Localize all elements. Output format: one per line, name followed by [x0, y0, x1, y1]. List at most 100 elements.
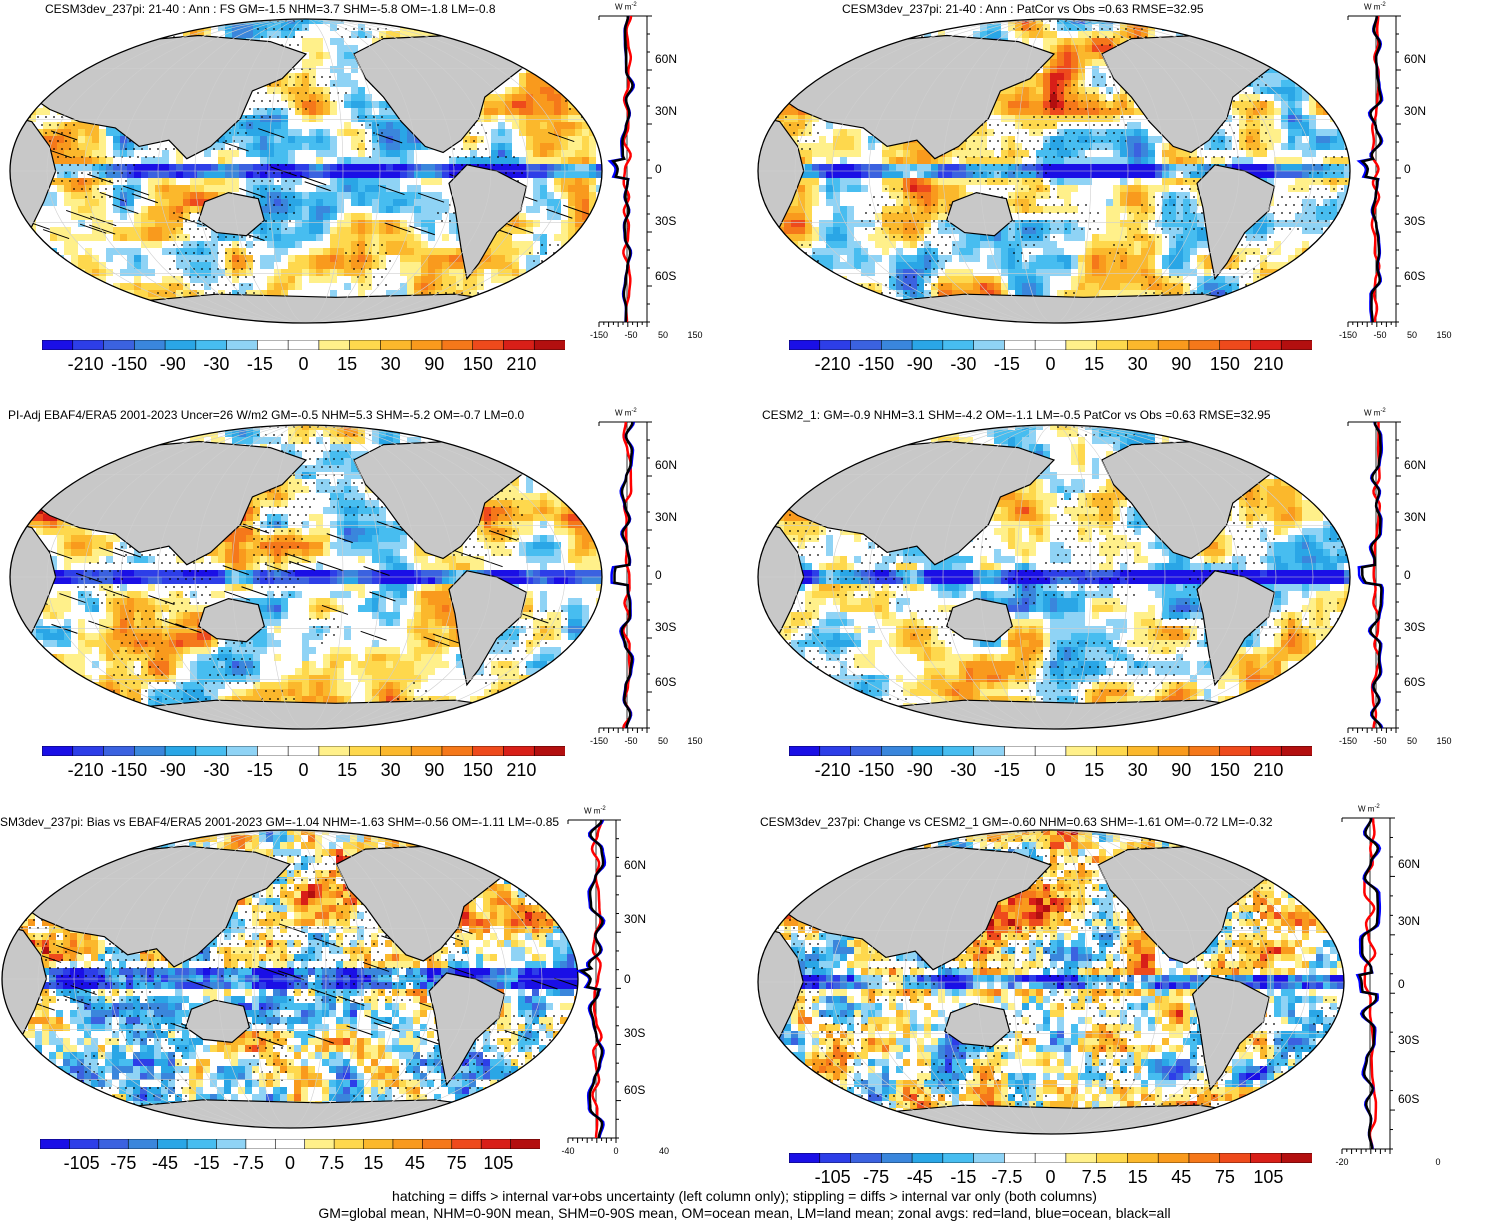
colorbar-label: -45: [152, 1153, 178, 1174]
colorbar-label: -75: [110, 1153, 136, 1174]
colorbar-swatch: [318, 340, 351, 350]
colorbar-label: 0: [299, 760, 309, 781]
colorbar-label: -150: [111, 354, 147, 375]
colorbar-swatch: [503, 746, 535, 756]
colorbar-label: -30: [203, 760, 229, 781]
panel-title: SM3dev_237pi: Bias vs EBAF4/ERA5 2001-20…: [0, 815, 559, 829]
colorbar-swatch: [1034, 746, 1067, 756]
colorbar-swatch: [973, 1153, 1005, 1163]
colorbar-label: 0: [299, 354, 309, 375]
colorbar-swatch: [392, 1139, 423, 1149]
zonal-lat-label: 60N: [655, 52, 677, 66]
panel-title: CESM2_1: GM=-0.9 NHM=3.1 SHM=-4.2 OM=-1.…: [762, 408, 1271, 422]
colorbar-swatch: [1004, 340, 1036, 350]
colorbar-label: 90: [1171, 354, 1191, 375]
zonal-x-tick: 50: [658, 736, 668, 746]
colorbar-swatch: [42, 746, 74, 756]
colorbar-label: 90: [424, 354, 444, 375]
footer-line-2: GM=global mean, NHM=0-90N mean, SHM=0-90…: [0, 1205, 1489, 1221]
colorbar-swatch: [441, 340, 474, 350]
footer-line-1: hatching = diffs > internal var+obs unce…: [0, 1188, 1489, 1204]
zonal-x-tick: 150: [688, 736, 703, 746]
zonal-lat-label: 30S: [624, 1026, 645, 1040]
colorbar-label: 150: [463, 760, 493, 781]
colorbar-swatch: [1065, 340, 1098, 350]
colorbar-swatch: [363, 1139, 394, 1149]
colorbar-swatch: [973, 340, 1005, 350]
colorbar-label: 30: [381, 354, 401, 375]
colorbar-swatch: [1004, 1153, 1036, 1163]
colorbar-label: -15: [994, 760, 1020, 781]
colorbar-swatch: [186, 1139, 218, 1149]
colorbar-label: -30: [950, 354, 976, 375]
colorbar-swatch: [72, 340, 105, 350]
colorbar-label: 105: [1253, 1167, 1283, 1188]
colorbar-label: -75: [863, 1167, 889, 1188]
zonal-x-tick: 50: [1407, 736, 1417, 746]
colorbar-swatch: [133, 746, 166, 756]
colorbar-label: 0: [1046, 1167, 1056, 1188]
colorbar-swatch: [1004, 746, 1036, 756]
zonal-lat-label: 30N: [1404, 510, 1426, 524]
colorbar-swatch: [226, 340, 258, 350]
zonal-lat-label: 30S: [1404, 620, 1425, 634]
panel-title: PI-Adj EBAF4/ERA5 2001-2023 Uncer=26 W/m…: [8, 408, 524, 422]
zonal-mean-plot: [1347, 421, 1401, 733]
colorbar-label: 15: [337, 760, 357, 781]
colorbar-swatch: [72, 746, 105, 756]
colorbar-label: 15: [1128, 1167, 1148, 1188]
zonal-lat-label: 30N: [1404, 104, 1426, 118]
colorbar-label: -15: [194, 1153, 220, 1174]
world-map: [757, 18, 1351, 324]
colorbar-label: 0: [1046, 354, 1056, 375]
zonal-x-tick: -50: [1374, 736, 1387, 746]
colorbar-swatch: [333, 1139, 365, 1149]
colorbar-swatch: [98, 1139, 129, 1149]
colorbar-swatch: [880, 1153, 913, 1163]
colorbar-label: 150: [1210, 354, 1240, 375]
zonal-x-tick: 0: [1436, 1157, 1441, 1167]
colorbar-swatch: [1188, 1153, 1221, 1163]
colorbar-label: -15: [247, 760, 273, 781]
colorbar-label: -90: [907, 354, 933, 375]
colorbar-swatch: [410, 746, 443, 756]
colorbar-label: 15: [337, 354, 357, 375]
zonal-lat-label: 60N: [655, 458, 677, 472]
zonal-lat-label: 60N: [1398, 857, 1420, 871]
colorbar-label: 75: [447, 1153, 467, 1174]
zonal-lat-label: 30N: [1398, 914, 1420, 928]
colorbar-swatch: [1127, 746, 1159, 756]
colorbar-swatch: [942, 1153, 975, 1163]
colorbar-swatch: [533, 340, 565, 350]
colorbar-label: -45: [907, 1167, 933, 1188]
colorbar-swatch: [1250, 746, 1282, 756]
colorbar-swatch: [819, 1153, 852, 1163]
colorbar-swatch: [789, 746, 821, 756]
colorbar-swatch: [789, 1153, 821, 1163]
colorbar-label: 30: [1128, 354, 1148, 375]
colorbar-label: 0: [1046, 760, 1056, 781]
world-map: [1, 829, 579, 1129]
colorbar-swatch: [42, 340, 74, 350]
colorbar-label: -90: [907, 760, 933, 781]
colorbar-swatch: [422, 1139, 453, 1149]
colorbar-swatch: [103, 340, 135, 350]
world-map: [757, 829, 1345, 1135]
zonal-unit-label: W m-2: [1364, 408, 1386, 418]
colorbar-swatch: [942, 746, 975, 756]
zonal-lat-label: 60S: [655, 675, 676, 689]
colorbar-label: -210: [68, 354, 104, 375]
zonal-unit-label: W m-2: [615, 408, 637, 418]
colorbar-swatch: [1034, 340, 1067, 350]
colorbar-label: -30: [203, 354, 229, 375]
colorbar-label: 75: [1215, 1167, 1235, 1188]
world-map: [9, 18, 603, 324]
colorbar-swatch: [1280, 1153, 1312, 1163]
colorbar-label: -30: [950, 760, 976, 781]
zonal-lat-label: 30S: [655, 214, 676, 228]
colorbar-swatch: [380, 746, 412, 756]
colorbar-swatch: [1065, 746, 1098, 756]
colorbar-swatch: [127, 1139, 159, 1149]
zonal-lat-label: 60S: [1404, 675, 1425, 689]
colorbar: [42, 746, 565, 756]
